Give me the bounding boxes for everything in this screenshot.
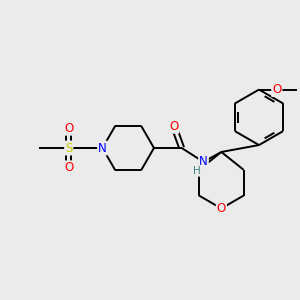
Text: N: N <box>98 142 107 154</box>
Text: O: O <box>272 83 281 96</box>
Text: O: O <box>64 161 74 174</box>
Text: O: O <box>64 122 74 135</box>
Text: H: H <box>193 166 200 176</box>
Text: S: S <box>65 142 72 154</box>
Text: O: O <box>169 120 178 133</box>
Text: N: N <box>199 155 208 168</box>
Text: O: O <box>217 202 226 215</box>
